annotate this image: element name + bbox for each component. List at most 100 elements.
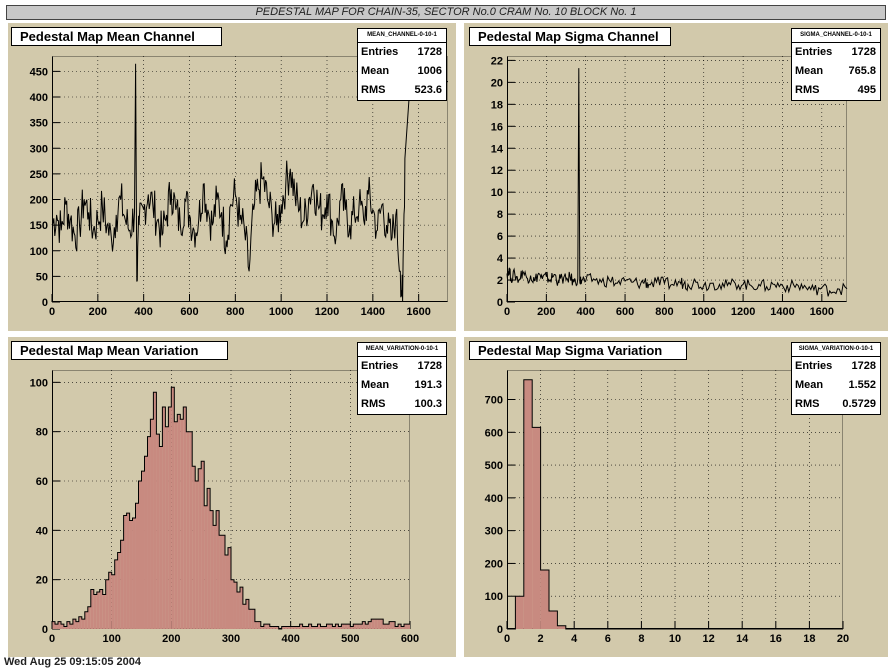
x-tick-label: 0 [49,633,55,645]
histogram-bar [233,582,237,629]
histogram-bar [311,626,315,629]
y-tick-label: 450 [30,66,48,78]
histogram-bar [272,626,276,629]
page-title: PEDESTAL MAP FOR CHAIN-35, SECTOR No.0 C… [6,5,886,20]
histogram-bar [317,624,321,629]
y-tick-label: 0 [497,297,503,309]
x-tick-label: 0 [49,306,55,318]
panel-title-mean-variation: Pedestal Map Mean Variation [11,341,228,360]
stats-box-sigma-variation: SIGMA_VARIATION-0-10-1 Entries 1728 Mean 1… [791,342,881,415]
y-tick-label: 0 [42,297,48,309]
x-tick-label: 200 [537,306,555,318]
x-tick-label: 600 [616,306,634,318]
y-tick-label: 20 [36,575,48,587]
histogram-bar [63,626,67,629]
x-tick-label: 100 [102,633,120,645]
histogram-bar [383,624,387,629]
x-tick-label: 800 [226,306,244,318]
y-tick-label: 200 [485,558,503,570]
histogram-bar [231,579,234,629]
histogram-bar [245,599,249,629]
histogram-bar [329,624,333,629]
histogram-bar [52,621,55,629]
histogram-bar [532,427,541,629]
histogram-bar [198,468,202,629]
y-tick-label: 600 [485,427,503,439]
footer-timestamp: Wed Aug 25 09:15:05 2004 [4,656,141,668]
histogram-bar [180,419,184,629]
histogram-bar [332,626,336,629]
y-tick-label: 400 [485,493,503,505]
y-tick-label: 700 [485,395,503,407]
series-line [51,63,448,303]
histogram-bar [87,606,91,629]
x-tick-label: 1200 [315,306,339,318]
panel-title-sigma-channel: Pedestal Map Sigma Channel [469,27,671,46]
histogram-bar [407,624,410,629]
stats-row: Mean 765.8 [792,62,880,81]
y-tick-label: 100 [30,377,48,389]
histogram-bar [320,626,324,629]
y-tick-label: 100 [485,591,503,603]
stats-key: RMS [795,398,820,410]
histogram-bar [254,621,258,629]
stats-row: Mean 191.3 [358,376,446,395]
stats-key: RMS [795,84,820,96]
histogram-bar [540,569,549,629]
histogram-bar [523,379,533,629]
histogram-bar [117,552,121,629]
y-tick-label: 0 [497,624,503,636]
y-tick-label: 60 [36,476,48,488]
histogram-bar [96,592,100,629]
x-tick-label: 200 [162,633,180,645]
x-tick-label: 600 [401,633,419,645]
histogram-bar [362,621,366,629]
panel-title-sigma-variation: Pedestal Map Sigma Variation [469,341,687,360]
y-tick-label: 10 [491,187,503,199]
stats-name: MEAN_VARIATION-0-10-1 [358,343,446,357]
histogram-bar [168,407,172,629]
y-tick-label: 40 [36,525,48,537]
histogram-bar [129,520,133,629]
histogram-bar [341,624,345,629]
histogram-bar [350,626,354,629]
histogram-bar [338,626,342,629]
y-tick-label: 4 [497,253,504,265]
histogram-bar [395,626,399,629]
x-tick-label: 1200 [731,306,755,318]
stats-row: RMS 523.6 [358,81,446,100]
y-tick-label: 500 [485,460,503,472]
histogram-bar [108,572,112,629]
histogram-bar [183,407,187,629]
y-tick-label: 400 [30,92,48,104]
x-tick-label: 12 [702,633,714,645]
histogram-bar [251,609,255,629]
histogram-bar [377,619,381,629]
histogram-bar [66,621,70,629]
stats-key: Mean [361,65,390,77]
stats-row: Entries 1728 [792,43,880,62]
stats-value: 191.3 [414,379,442,391]
histogram-bar [299,624,303,629]
x-tick-label: 1000 [269,306,293,318]
stats-value: 1.552 [848,379,876,391]
x-tick-label: 1000 [692,306,716,318]
plot-mean-variation: 0 100 200 300 400 500 600 0 20 40 60 80 100 [30,370,419,645]
histogram-outline [507,379,843,630]
y-tick-label: 6 [497,231,503,243]
histogram-bar [239,587,243,629]
histogram-bar [290,626,294,629]
stats-key: Mean [361,379,390,391]
stats-key: RMS [361,398,386,410]
x-tick-label: 8 [638,633,644,645]
panel-title-mean-channel: Pedestal Map Mean Channel [11,27,222,46]
stats-value: 1728 [417,360,442,372]
y-tick-label: 20 [491,77,503,89]
y-tick-label: 8 [497,209,503,221]
histogram-bar [228,547,231,629]
x-tick-label: 16 [770,633,782,645]
x-tick-label: 4 [571,633,578,645]
histogram-bar [204,505,208,629]
histogram-bar [287,626,291,629]
